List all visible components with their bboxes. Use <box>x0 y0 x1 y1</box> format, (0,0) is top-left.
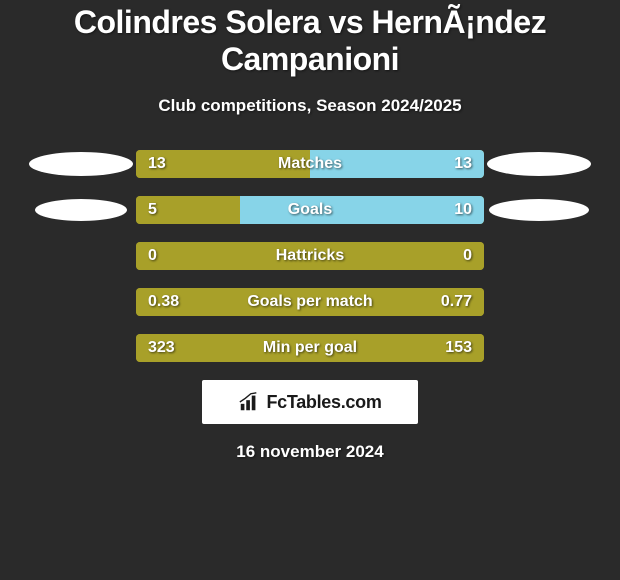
stats-list: 1313Matches 510Goals 00Hattricks 0.380.77Go… <box>0 150 620 362</box>
stat-bar: 0.380.77Goals per match <box>136 288 484 316</box>
player-avatar-left <box>29 152 133 176</box>
stat-label: Goals per match <box>136 288 484 316</box>
stat-row: 510Goals <box>0 196 620 224</box>
logo-text: FcTables.com <box>266 392 381 413</box>
stat-row: 0.380.77Goals per match <box>0 288 620 316</box>
stat-row: 00Hattricks <box>0 242 620 270</box>
stat-row: 323153Min per goal <box>0 334 620 362</box>
stat-row: 1313Matches <box>0 150 620 178</box>
stat-bar: 323153Min per goal <box>136 334 484 362</box>
stat-label: Min per goal <box>136 334 484 362</box>
player-avatar-right <box>489 199 589 221</box>
stat-bar: 510Goals <box>136 196 484 224</box>
stat-label: Goals <box>136 196 484 224</box>
player-avatar-left <box>35 199 127 221</box>
page-title: Colindres Solera vs HernÃ¡ndez Campanion… <box>0 4 620 78</box>
subtitle: Club competitions, Season 2024/2025 <box>0 96 620 116</box>
bar-chart-icon <box>238 391 260 413</box>
date-label: 16 november 2024 <box>0 442 620 462</box>
stat-label: Hattricks <box>136 242 484 270</box>
comparison-card: Colindres Solera vs HernÃ¡ndez Campanion… <box>0 0 620 462</box>
stat-label: Matches <box>136 150 484 178</box>
stat-bar: 00Hattricks <box>136 242 484 270</box>
source-logo: FcTables.com <box>202 380 418 424</box>
avatar-slot-right <box>484 199 594 221</box>
player-avatar-right <box>487 152 591 176</box>
avatar-slot-left <box>26 152 136 176</box>
stat-bar: 1313Matches <box>136 150 484 178</box>
avatar-slot-left <box>26 199 136 221</box>
avatar-slot-right <box>484 152 594 176</box>
